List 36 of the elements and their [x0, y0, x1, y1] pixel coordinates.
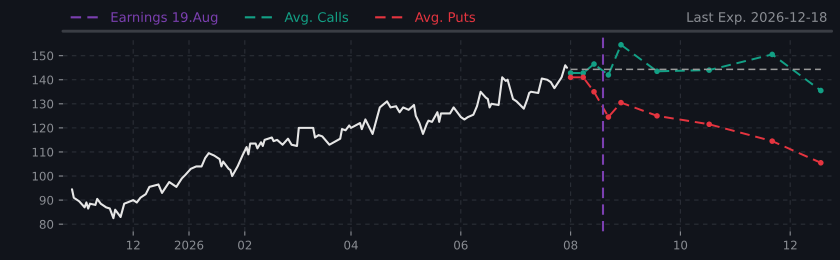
y-tick-label: 110: [32, 148, 54, 157]
x-tick-label: 06: [454, 240, 468, 250]
y-tick-label: 150: [32, 51, 54, 60]
text: Last Exp. 2026-12-18: [687, 12, 826, 25]
legend-label: Avg. Puts: [414, 12, 476, 25]
point: [580, 74, 586, 80]
legend-label: Earnings 19.Aug: [112, 12, 218, 25]
legend-label: Avg. Calls: [284, 12, 348, 25]
y-tick-label: 100: [32, 172, 54, 181]
point: [606, 72, 612, 78]
y-tick-label: 80: [40, 220, 54, 229]
y-tick-label: 140: [32, 75, 54, 84]
point: [818, 160, 824, 166]
point: [769, 138, 775, 144]
point: [618, 100, 624, 106]
point: [769, 52, 775, 58]
point: [591, 88, 597, 95]
point: [706, 121, 712, 128]
point: [818, 88, 824, 94]
x-tick-label: 08: [564, 240, 578, 250]
point: [591, 61, 597, 67]
x-tick-label: 2026: [174, 240, 204, 250]
x-tick-label: 02: [238, 240, 252, 250]
x-tick-label: 04: [344, 240, 358, 250]
line-series: [70, 64, 568, 220]
point: [568, 74, 574, 80]
point: [618, 42, 624, 48]
x-tick-label: 12: [126, 240, 140, 250]
y-tick-label: 130: [32, 100, 54, 108]
y-tick-label: 90: [40, 196, 54, 205]
point: [654, 113, 660, 119]
x-tick-label: 12: [784, 240, 797, 250]
y-tick-label: 120: [32, 124, 54, 133]
point: [654, 68, 660, 74]
point: [606, 114, 612, 120]
x-tick-label: 10: [674, 240, 688, 250]
